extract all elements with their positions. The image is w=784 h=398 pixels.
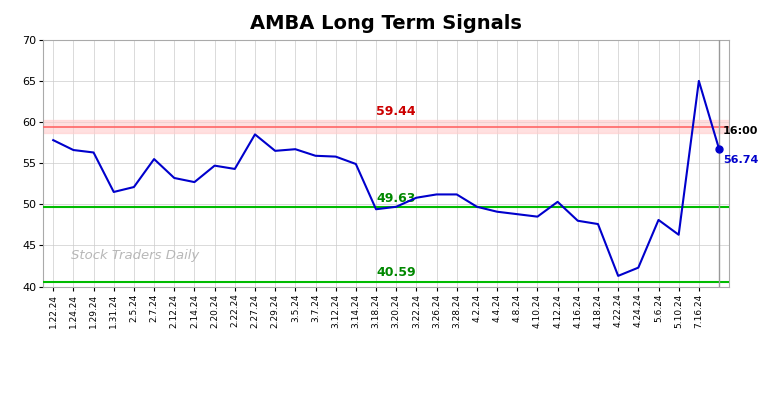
Text: 40.59: 40.59 [376,266,416,279]
Text: 59.44: 59.44 [376,105,416,119]
Text: 49.63: 49.63 [376,192,416,205]
Text: 56.74: 56.74 [723,156,758,166]
Bar [43,120,729,133]
Title: AMBA Long Term Signals: AMBA Long Term Signals [250,14,522,33]
Text: 16:00: 16:00 [723,126,758,136]
Text: Stock Traders Daily: Stock Traders Daily [71,249,199,262]
